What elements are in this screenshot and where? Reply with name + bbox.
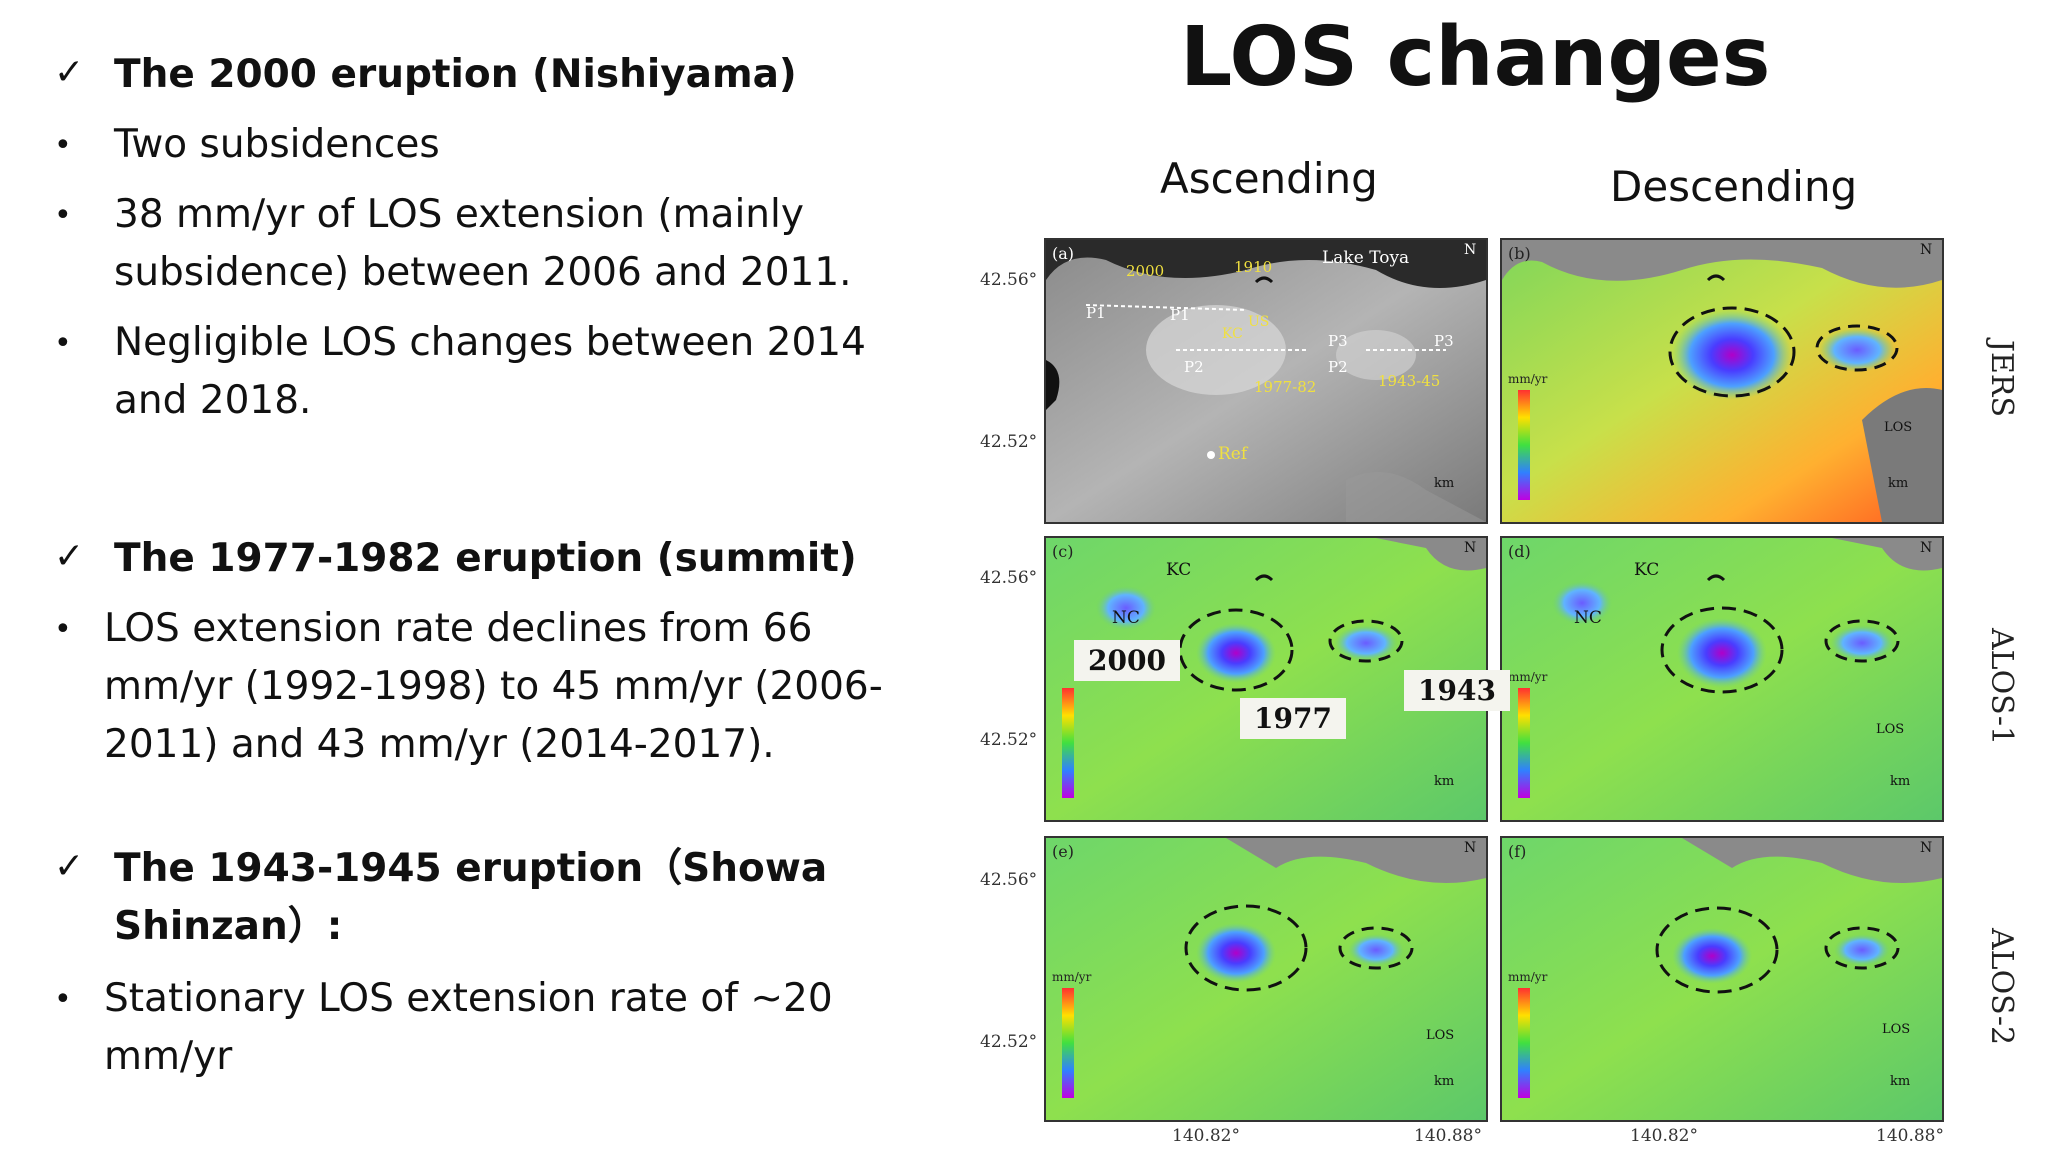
north-arrow-icon: N bbox=[1920, 840, 1933, 856]
colorbar-unit: mm/yr bbox=[1508, 970, 1548, 984]
bullet-icon: • bbox=[54, 198, 72, 233]
map-panel-b: (b) mm/yr km LOS N bbox=[1500, 238, 1944, 524]
lat-label: 42.56° bbox=[980, 270, 1038, 290]
profile-label: P2 bbox=[1328, 358, 1348, 376]
map-panel-e: (e) mm/yr km LOS N bbox=[1044, 836, 1488, 1122]
colorbar-unit: mm/yr bbox=[1052, 970, 1092, 984]
kc-label: KC bbox=[1634, 560, 1660, 580]
check-icon: ✓ bbox=[54, 846, 85, 887]
north-arrow-icon: N bbox=[1464, 840, 1477, 856]
callout-1977: 1977 bbox=[1240, 698, 1346, 739]
bullet-icon: • bbox=[54, 326, 72, 361]
section-heading-1943-line2: Shinzan）: bbox=[114, 904, 343, 949]
los-arrow-label: LOS bbox=[1876, 722, 1905, 737]
lat-label: 42.56° bbox=[980, 870, 1038, 890]
lon-label: 140.88° bbox=[1876, 1126, 1944, 1146]
nc-label: NC bbox=[1574, 608, 1602, 628]
scale-label: km bbox=[1888, 476, 1909, 491]
map-panel-f: (f) mm/yr km LOS N bbox=[1500, 836, 1944, 1122]
lat-label: 42.52° bbox=[980, 432, 1038, 452]
scale-label: km bbox=[1434, 476, 1455, 491]
map-panel-d: (d) KC NC mm/yr km LOS N bbox=[1500, 536, 1944, 822]
lon-label: 140.82° bbox=[1172, 1126, 1240, 1146]
section-heading-2000: The 2000 eruption (Nishiyama) bbox=[114, 52, 797, 97]
bullet-text: Stationary LOS extension rate of ~20 bbox=[104, 976, 833, 1021]
kc-label: KC bbox=[1222, 326, 1243, 342]
profile-label: P3 bbox=[1328, 332, 1348, 350]
map-panel-a: (a) Lake Toya 2000 1910 1977-82 1943-45 … bbox=[1044, 238, 1488, 524]
scale-label: km bbox=[1434, 1074, 1455, 1089]
callout-2000: 2000 bbox=[1074, 640, 1180, 681]
row-label-alos2: ALOS-2 bbox=[1984, 928, 2019, 1046]
year-label: 1943-45 bbox=[1378, 372, 1441, 390]
colorbar-unit: mm/yr bbox=[1508, 372, 1548, 386]
north-arrow-icon: N bbox=[1920, 242, 1933, 258]
text-column: ✓ The 2000 eruption (Nishiyama) • Two su… bbox=[0, 0, 960, 1152]
kc-label: KC bbox=[1166, 560, 1192, 580]
check-icon: ✓ bbox=[54, 536, 85, 577]
row-label-alos1: ALOS-1 bbox=[1984, 628, 2019, 746]
bullet-text: and 2018. bbox=[114, 378, 312, 423]
panel-letter: (e) bbox=[1052, 842, 1074, 861]
lat-label: 42.56° bbox=[980, 568, 1038, 588]
scale-label: km bbox=[1890, 774, 1911, 789]
panel-letter: (a) bbox=[1052, 244, 1075, 263]
panel-letter: (d) bbox=[1508, 542, 1531, 561]
row-label-jers: JERS bbox=[1984, 340, 2019, 418]
profile-label: P1 bbox=[1170, 306, 1190, 324]
north-arrow-icon: N bbox=[1464, 242, 1477, 258]
us-label: US bbox=[1248, 314, 1270, 330]
colorbar-unit: mm/yr bbox=[1508, 670, 1548, 684]
callout-1943: 1943 bbox=[1404, 670, 1510, 711]
panel-letter: (c) bbox=[1052, 542, 1074, 561]
scale-label: km bbox=[1434, 774, 1455, 789]
scale-label: km bbox=[1890, 1074, 1911, 1089]
bullet-text: 2011) and 43 mm/yr (2014-2017). bbox=[104, 722, 775, 767]
check-icon: ✓ bbox=[54, 52, 85, 93]
los-arrow-label: LOS bbox=[1882, 1022, 1911, 1037]
column-heading-ascending: Ascending bbox=[1160, 154, 1378, 203]
profile-label: P2 bbox=[1184, 358, 1204, 376]
year-label: 1977-82 bbox=[1254, 378, 1317, 396]
ref-label: Ref bbox=[1218, 444, 1248, 464]
lat-label: 42.52° bbox=[980, 1032, 1038, 1052]
nc-label: NC bbox=[1112, 608, 1140, 628]
section-heading-1943: The 1943-1945 eruption（Showa bbox=[114, 846, 828, 891]
bullet-text: subsidence) between 2006 and 2011. bbox=[114, 250, 852, 295]
bullet-text: Negligible LOS changes between 2014 bbox=[114, 320, 866, 365]
north-arrow-icon: N bbox=[1464, 540, 1477, 556]
bullet-text: mm/yr (1992-1998) to 45 mm/yr (2006- bbox=[104, 664, 883, 709]
profile-label: P3 bbox=[1434, 332, 1454, 350]
section-heading-1977: The 1977-1982 eruption (summit) bbox=[114, 536, 857, 581]
bullet-text: Two subsidences bbox=[114, 122, 440, 167]
slide-title: LOS changes bbox=[1180, 10, 1771, 105]
year-label: 2000 bbox=[1126, 262, 1165, 280]
bullet-icon: • bbox=[54, 128, 72, 163]
panel-letter: (b) bbox=[1508, 244, 1531, 263]
bullet-text: mm/yr bbox=[104, 1034, 233, 1079]
profile-label: P1 bbox=[1086, 304, 1106, 322]
year-label: 1910 bbox=[1234, 258, 1273, 276]
panel-letter: (f) bbox=[1508, 842, 1527, 861]
lat-label: 42.52° bbox=[980, 730, 1038, 750]
los-arrow-label: LOS bbox=[1884, 420, 1913, 435]
bullet-icon: • bbox=[54, 612, 72, 647]
bullet-text: 38 mm/yr of LOS extension (mainly bbox=[114, 192, 804, 237]
lon-label: 140.88° bbox=[1414, 1126, 1482, 1146]
bullet-icon: • bbox=[54, 982, 72, 1017]
los-arrow-label: LOS bbox=[1426, 1028, 1455, 1043]
lake-label: Lake Toya bbox=[1322, 248, 1410, 268]
bullet-text: LOS extension rate declines from 66 bbox=[104, 606, 813, 651]
north-arrow-icon: N bbox=[1920, 540, 1933, 556]
lon-label: 140.82° bbox=[1630, 1126, 1698, 1146]
column-heading-descending: Descending bbox=[1610, 162, 1858, 211]
